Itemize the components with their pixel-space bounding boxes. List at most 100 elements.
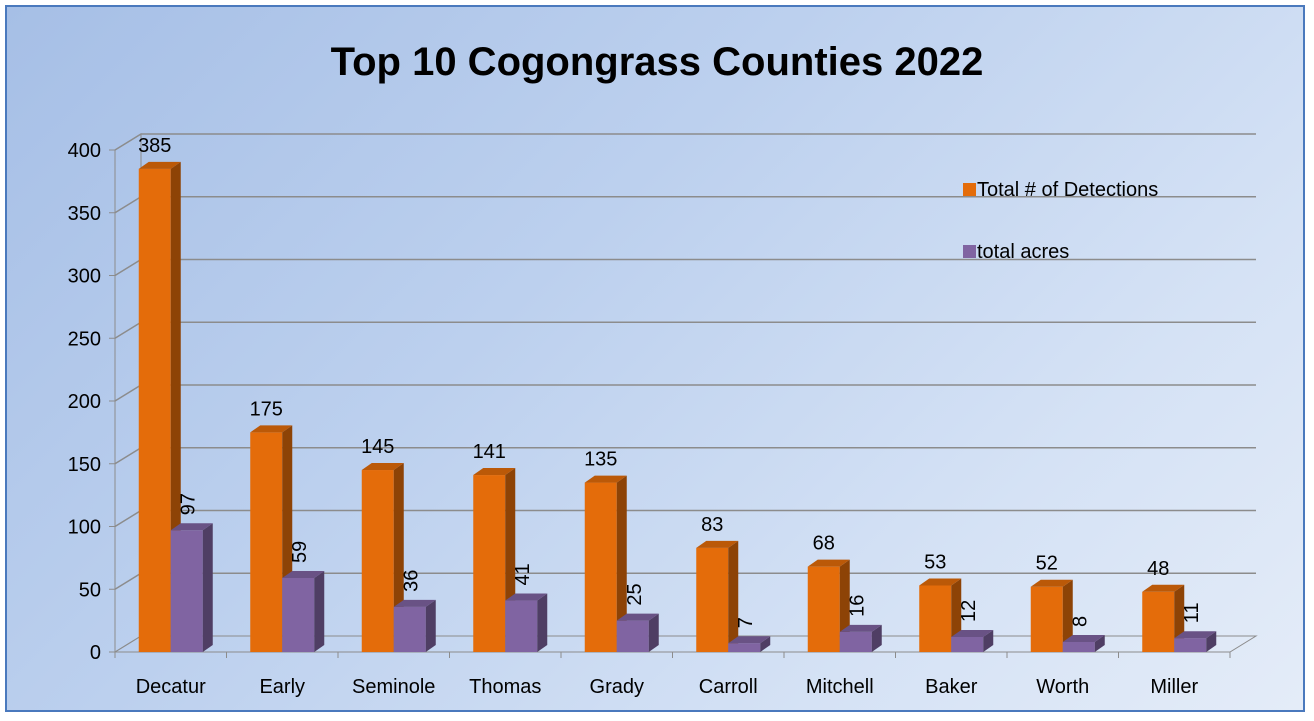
data-label: 53	[924, 551, 946, 573]
data-label: 135	[584, 449, 617, 471]
data-label: 175	[250, 398, 283, 420]
gridline	[114, 133, 1256, 151]
bar-acres-top	[728, 636, 771, 644]
gridline	[114, 321, 1256, 339]
y-tick-label: 350	[68, 203, 101, 225]
bar-acres	[1174, 638, 1207, 652]
x-tick-label: Miller	[1150, 676, 1198, 698]
bar-detections	[361, 470, 394, 652]
bar-acres-side	[648, 613, 659, 652]
data-label: 8	[1070, 616, 1092, 627]
bar-detections-top	[919, 578, 962, 586]
bar-detections	[250, 432, 283, 652]
x-tick-label: Worth	[1036, 676, 1089, 698]
bar-detections-side	[1062, 579, 1073, 652]
bar-detections	[584, 482, 617, 652]
data-label: 25	[624, 583, 646, 605]
bar-acres	[728, 643, 761, 652]
bar-acres-side	[1094, 634, 1105, 652]
gridline	[114, 384, 1256, 402]
data-label: 48	[1147, 558, 1169, 580]
bar-detections-top	[807, 559, 850, 567]
y-tick-label: 150	[68, 454, 101, 476]
bar-acres-side	[760, 636, 771, 652]
bar-acres-side	[983, 629, 994, 652]
data-label: 52	[1036, 553, 1058, 575]
legend-swatch	[963, 183, 976, 196]
data-label: 145	[361, 436, 394, 458]
bar-acres	[616, 620, 649, 652]
bar-acres-top	[1174, 631, 1217, 639]
data-label: 7	[735, 617, 757, 628]
bar-acres	[505, 600, 538, 652]
y-tick-label: 400	[68, 140, 101, 162]
bar-acres-side	[314, 570, 325, 652]
bar-acres-top	[282, 570, 325, 578]
x-tick-label: Seminole	[352, 676, 435, 698]
data-label: 97	[178, 493, 200, 515]
bar-detections	[919, 585, 952, 652]
bar-detections	[473, 475, 506, 652]
data-label: 385	[138, 135, 171, 157]
bar-detections	[1030, 586, 1063, 652]
data-label: 68	[813, 533, 835, 555]
y-tick-label: 300	[68, 266, 101, 288]
bar-acres-top	[170, 523, 213, 531]
data-label: 16	[847, 595, 869, 617]
bar-detections-top	[361, 463, 404, 471]
bar-acres-top	[393, 599, 436, 607]
gridline	[114, 258, 1256, 277]
chart-frame	[5, 5, 1305, 712]
data-label: 141	[473, 441, 506, 463]
data-label: 41	[512, 563, 534, 585]
bar-detections-top	[1142, 584, 1185, 592]
legend-label: Total # of Detections	[977, 179, 1158, 201]
bar-acres-top	[951, 629, 994, 637]
bar-detections	[138, 168, 171, 652]
bar-detections-side	[616, 475, 627, 652]
bar-detections	[696, 547, 729, 652]
legend-swatch	[963, 245, 976, 258]
bar-acres	[1062, 641, 1095, 652]
bar-acres	[170, 530, 203, 652]
y-tick-label: 200	[68, 391, 101, 413]
bar-acres-top	[616, 613, 659, 621]
legend-label: total acres	[977, 241, 1069, 263]
bar-detections-top	[138, 161, 181, 169]
bar-acres-side	[537, 593, 548, 652]
chart-title: Top 10 Cogongrass Counties 2022	[330, 40, 984, 84]
bar-detections-top	[584, 475, 627, 483]
bar-acres-side	[871, 624, 882, 652]
y-tick-label: 0	[90, 642, 101, 664]
x-tick-label: Mitchell	[806, 676, 874, 698]
data-label: 12	[958, 600, 980, 622]
x-tick-label: Thomas	[469, 676, 541, 698]
data-label: 83	[701, 514, 723, 536]
x-tick-label: Baker	[925, 676, 978, 698]
x-tick-label: Early	[259, 676, 305, 698]
bar-detections-top	[1030, 579, 1073, 587]
bar-acres	[839, 631, 872, 652]
data-label: 11	[1181, 602, 1203, 623]
data-label: 36	[401, 570, 423, 592]
x-tick-label: Carroll	[699, 676, 758, 698]
bar-detections-top	[250, 425, 293, 433]
bar-acres-top	[1062, 634, 1105, 642]
y-tick-label: 250	[68, 328, 101, 350]
bar-acres	[282, 577, 315, 652]
bar-acres-side	[1206, 631, 1217, 652]
bar-acres	[393, 606, 426, 652]
bar-acres-top	[839, 624, 882, 632]
bar-acres-side	[202, 523, 213, 652]
y-tick-label: 50	[79, 579, 101, 601]
x-tick-label: Decatur	[136, 676, 206, 698]
bar-acres-side	[425, 599, 436, 652]
bar-detections	[1142, 591, 1175, 652]
y-tick-label: 100	[68, 517, 101, 539]
bar-detections	[807, 566, 840, 652]
bar-detections-top	[696, 540, 739, 548]
bar-acres-top	[505, 593, 548, 601]
bar-acres	[951, 636, 984, 652]
bar-detections-side	[728, 540, 739, 652]
